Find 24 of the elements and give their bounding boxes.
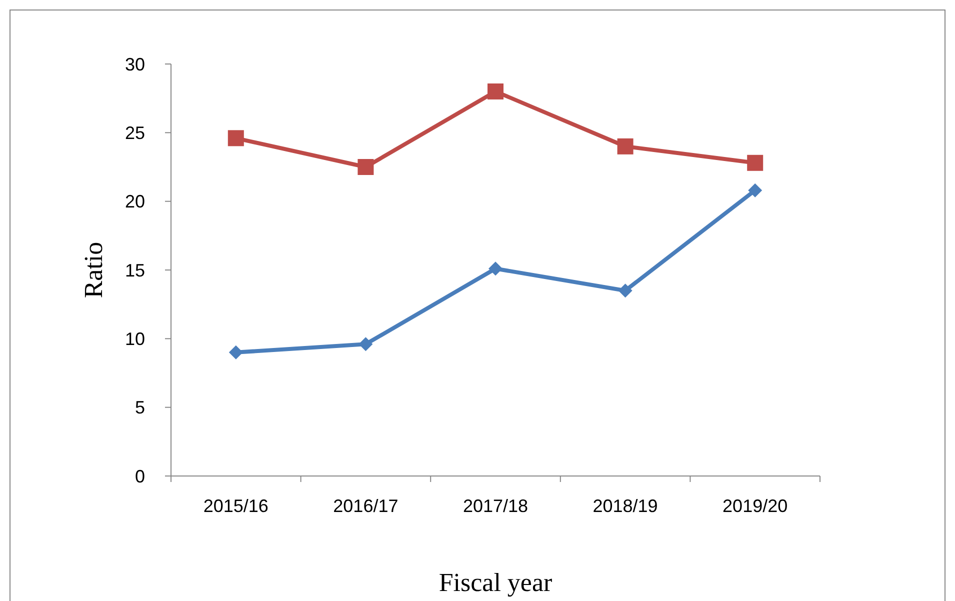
point — [747, 154, 764, 171]
y-tick-label: 10 — [124, 328, 145, 349]
x-tick-label: 2015/16 — [203, 496, 268, 516]
x-axis-title: Fiscal year — [438, 568, 553, 597]
y-tick-label: 5 — [134, 398, 145, 418]
point — [228, 130, 244, 146]
point — [748, 183, 762, 198]
x-tick-label: 2017/18 — [462, 496, 528, 516]
y-tick-label: 20 — [124, 192, 145, 212]
point — [618, 284, 632, 298]
y-tick-label: 30 — [124, 54, 145, 74]
x-tick-label: 2016/17 — [333, 496, 398, 516]
point — [228, 345, 243, 360]
point — [358, 159, 374, 175]
point — [488, 262, 502, 276]
y-tick-label: 0 — [134, 466, 145, 486]
x-tick-label: 2019/20 — [722, 496, 788, 516]
point — [358, 337, 373, 352]
y-tick-label: 15 — [124, 260, 145, 280]
y-axis-title: Ratio — [79, 242, 108, 298]
x-tick-label: 2018/19 — [592, 496, 658, 516]
y-tick-label: 25 — [124, 122, 145, 143]
point — [488, 83, 504, 100]
point — [617, 138, 634, 154]
